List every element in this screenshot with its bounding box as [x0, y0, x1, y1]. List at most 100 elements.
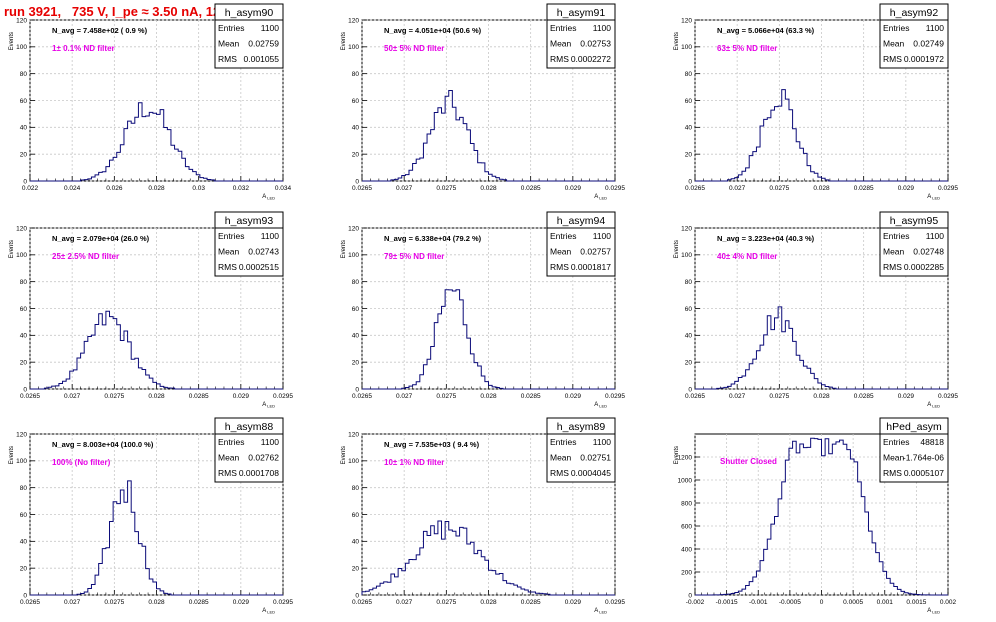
histogram-name: h_asym93: [225, 215, 274, 227]
x-axis-title: ALED: [927, 194, 940, 201]
x-tick-label: 0.029: [233, 393, 250, 400]
y-tick-label: 60: [685, 98, 693, 105]
x-tick-label: 0.0265: [352, 185, 372, 192]
filter-note: 100% (No filter): [52, 458, 111, 467]
stat-value: 1100: [261, 23, 280, 33]
y-tick-label: 80: [20, 485, 28, 492]
x-tick-label: 0.0265: [685, 185, 705, 192]
x-tick-label: 0.028: [148, 393, 165, 400]
y-tick-label: 1000: [678, 477, 693, 484]
y-tick-label: 80: [352, 279, 360, 286]
stat-label: Mean: [550, 453, 572, 463]
x-tick-label: 0.0015: [906, 599, 926, 606]
stats-box: [214, 211, 284, 277]
x-axis-title: ALED: [927, 402, 940, 409]
stat-label: Entries: [218, 437, 244, 447]
histogram-bars: [695, 437, 948, 596]
stat-label: Entries: [550, 437, 576, 447]
y-tick-label: 60: [20, 306, 28, 313]
histogram-panel-h_asym90: 0.022 0.024 0.026 0.028 0.03 0.032 0.034 0 20 40 6…: [9, 3, 292, 201]
x-tick-label: 0.0295: [605, 393, 625, 400]
x-axis-title: ALED: [262, 402, 275, 409]
histogram-name: h_asym89: [557, 421, 606, 433]
stat-value: 0.02748: [913, 247, 944, 257]
x-tick-label: 0.0285: [854, 185, 874, 192]
stat-label: Mean: [550, 39, 572, 49]
x-axis-title: ALED: [262, 194, 275, 201]
y-tick-label: 120: [16, 225, 27, 232]
x-tick-label: -0.0005: [779, 599, 801, 606]
x-tick-label: 0.028: [148, 185, 165, 192]
x-tick-label: 0.0275: [769, 185, 789, 192]
y-tick-label: 80: [20, 71, 28, 78]
y-tick-label: 40: [20, 125, 28, 132]
x-tick-label: -0.0015: [716, 599, 738, 606]
y-tick-label: 20: [20, 359, 28, 366]
stats-box: [546, 417, 616, 483]
stats-box: [879, 211, 949, 277]
x-tick-label: 0.0275: [104, 393, 124, 400]
y-tick-label: 40: [352, 539, 360, 546]
x-tick-label: 0.0295: [605, 599, 625, 606]
x-tick-label: 0.027: [396, 393, 413, 400]
filter-note: 63± 5% ND filter: [717, 44, 777, 53]
stat-label: Mean: [883, 247, 905, 257]
x-tick-label: 0.026: [106, 185, 123, 192]
x-tick-label: 0.0295: [273, 599, 293, 606]
x-axis-title: ALED: [262, 608, 275, 615]
x-tick-label: 0.0285: [189, 393, 209, 400]
stat-label: Entries: [883, 437, 909, 447]
x-tick-label: -0.001: [749, 599, 768, 606]
x-tick-label: 0.028: [480, 185, 497, 192]
stat-label: Entries: [218, 231, 244, 241]
x-tick-label: 0.027: [396, 185, 413, 192]
x-tick-label: 0.027: [729, 185, 746, 192]
x-tick-label: 0.029: [565, 185, 582, 192]
x-tick-label: 0.001: [877, 599, 894, 606]
y-tick-label: 60: [352, 306, 360, 313]
stat-value: 0.0005107: [904, 468, 944, 478]
stats-box: [214, 3, 284, 69]
y-tick-label: 80: [352, 71, 360, 78]
y-tick-label: 100: [681, 252, 692, 259]
stat-label: Mean: [883, 39, 905, 49]
stat-value: 0.02757: [580, 247, 611, 257]
y-tick-label: 100: [16, 458, 27, 465]
y-tick-label: 400: [681, 546, 692, 553]
stat-value: 1100: [926, 231, 945, 241]
x-axis-title: ALED: [594, 608, 607, 615]
stat-value: 0.001055: [244, 54, 280, 64]
x-axis-title: ALED: [594, 194, 607, 201]
x-tick-label: 0.0265: [352, 599, 372, 606]
stat-label: RMS: [883, 262, 902, 272]
stat-label: Mean: [883, 453, 905, 463]
y-tick-label: 120: [16, 431, 27, 438]
x-tick-label: 0.002: [940, 599, 957, 606]
stat-value: 0.0001972: [904, 54, 944, 64]
y-tick-label: 80: [352, 485, 360, 492]
y-tick-label: 20: [685, 151, 693, 158]
stat-value: 1100: [593, 231, 612, 241]
x-tick-label: 0: [820, 599, 824, 606]
y-tick-label: 0: [688, 178, 692, 185]
y-tick-label: 0: [688, 592, 692, 599]
histogram-name: h_asym91: [557, 7, 606, 19]
stat-label: Entries: [218, 23, 244, 33]
y-tick-label: 100: [16, 44, 27, 51]
x-tick-label: 0.0295: [605, 185, 625, 192]
navg-label: N_avg = 5.066e+04 (63.3 %): [717, 26, 815, 35]
stats-box: [546, 3, 616, 69]
stat-label: RMS: [550, 468, 569, 478]
y-axis-title: Events: [9, 32, 15, 50]
stat-value: 0.02753: [580, 39, 611, 49]
x-tick-label: 0.0275: [436, 185, 456, 192]
y-tick-label: 60: [20, 512, 28, 519]
y-tick-label: 200: [681, 569, 692, 576]
y-tick-label: 20: [20, 151, 28, 158]
filter-note: 40± 4% ND filter: [717, 252, 777, 261]
x-tick-label: 0.0275: [104, 599, 124, 606]
y-tick-label: 40: [352, 125, 360, 132]
x-tick-label: 0.0285: [854, 393, 874, 400]
y-tick-label: 40: [685, 125, 693, 132]
stat-value: 1100: [926, 23, 945, 33]
